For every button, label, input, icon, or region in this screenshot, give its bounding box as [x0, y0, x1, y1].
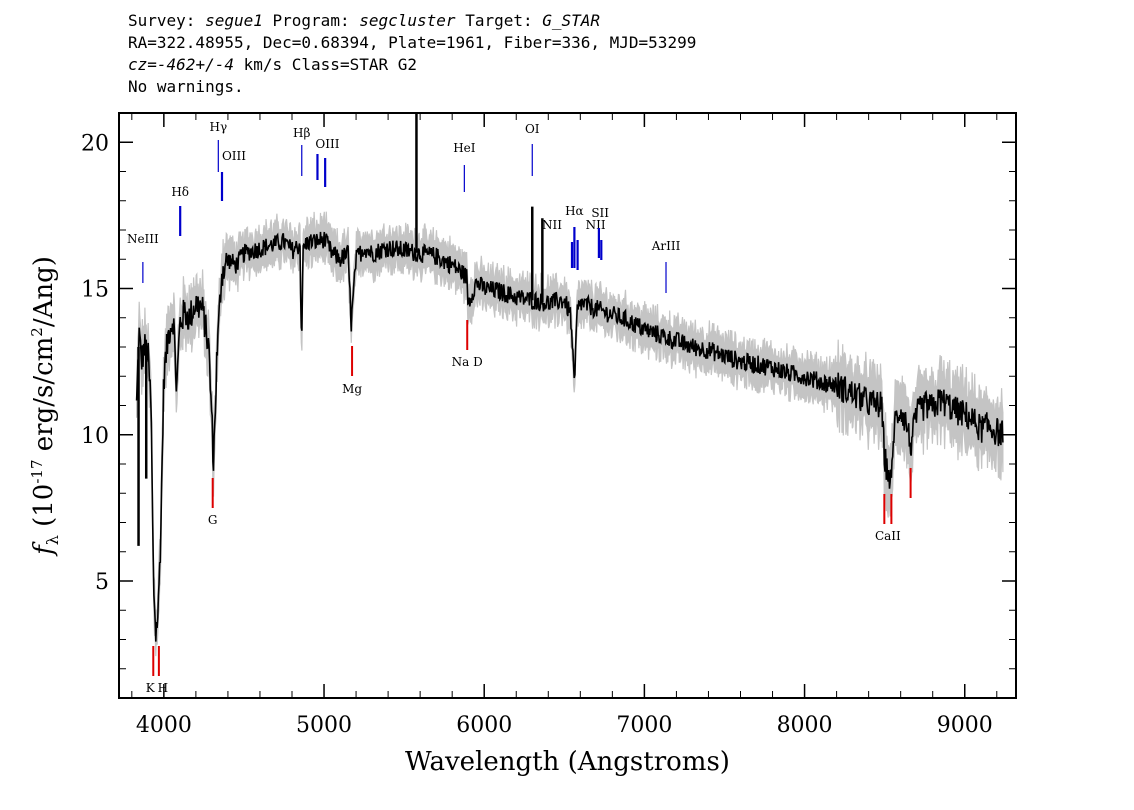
error-band [136, 211, 1004, 657]
survey-value: segue1 [205, 11, 263, 30]
cz-rest: km/s Class=STAR G2 [243, 55, 417, 74]
y-title-units-exponent: 2 [28, 327, 46, 337]
y-title-subscript: λ [43, 535, 62, 545]
y-tick-label: 20 [81, 131, 109, 156]
emission-line-label: HeI [453, 141, 476, 155]
absorption-line-label: H [158, 681, 168, 695]
emission-line-label: Hγ [209, 120, 227, 134]
header-line-redshift: cz=-462+/-4 km/s Class=STAR G2 [128, 54, 696, 76]
spectrum-header: Survey: segue1 Program: segcluster Targe… [128, 10, 696, 98]
absorption-line-label: Na D [452, 355, 483, 369]
target-label: Target: [465, 11, 533, 30]
cz-label: cz= [128, 55, 157, 74]
y-title-text: (10 [29, 484, 59, 536]
emission-line-label: NII [542, 218, 562, 232]
emission-line-label: NeIII [127, 232, 159, 246]
emission-line-label: Hδ [171, 185, 189, 199]
x-tick-label: 8000 [777, 713, 833, 738]
header-line-warnings: No warnings. [128, 77, 244, 96]
axis-ticks-layer: 4000 5000 6000 7000 8000 9000 5 10 15 20 [81, 112, 1016, 738]
y-tick-label: 15 [81, 278, 109, 303]
spectrum-series-line [135, 231, 1004, 642]
absorption-line-label: K [146, 681, 156, 695]
x-tick-label: 5000 [296, 713, 352, 738]
header-line-survey: Survey: segue1 Program: segcluster Targe… [128, 10, 696, 32]
emission-line-label: Hβ [293, 126, 310, 140]
emission-line-label: OIII [315, 137, 339, 151]
absorption-line-label: G [208, 513, 218, 527]
absorption-line-label: Mg [342, 382, 362, 396]
emission-line-label: Hα [565, 204, 584, 218]
header-line-coords: RA=322.48955, Dec=0.68394, Plate=1961, F… [128, 33, 697, 52]
y-axis-title: fλ (10-17 erg/s/cm2/Ang) [28, 256, 62, 557]
y-tick-label: 10 [81, 424, 109, 449]
emission-line-label: NII [586, 218, 606, 232]
x-tick-label: 4000 [136, 713, 192, 738]
x-tick-label: 6000 [456, 713, 512, 738]
x-axis-title: Wavelength (Angstroms) [405, 747, 730, 777]
target-value: G_STAR [542, 11, 601, 30]
emission-line-label: OIII [222, 149, 246, 163]
x-tick-label: 7000 [616, 713, 672, 738]
error-band-layer [136, 211, 1004, 657]
emission-line-label: SII [591, 206, 609, 220]
survey-label: Survey: [128, 11, 196, 30]
spectrum-layer [135, 113, 1004, 642]
program-value: segcluster [359, 11, 456, 30]
cz-value: -462+/-4 [156, 55, 234, 74]
x-tick-label: 9000 [937, 713, 993, 738]
y-title-exponent: -17 [28, 460, 46, 484]
y-tick-label: 5 [95, 570, 109, 595]
y-title-units: erg/s/cm [29, 337, 59, 460]
emission-line-label: OI [525, 122, 540, 136]
absorption-line-label: CaII [875, 529, 901, 543]
emission-line-label: ArIII [651, 239, 681, 253]
y-title-units-end: /Ang) [29, 256, 59, 327]
program-label: Program: [272, 11, 350, 30]
